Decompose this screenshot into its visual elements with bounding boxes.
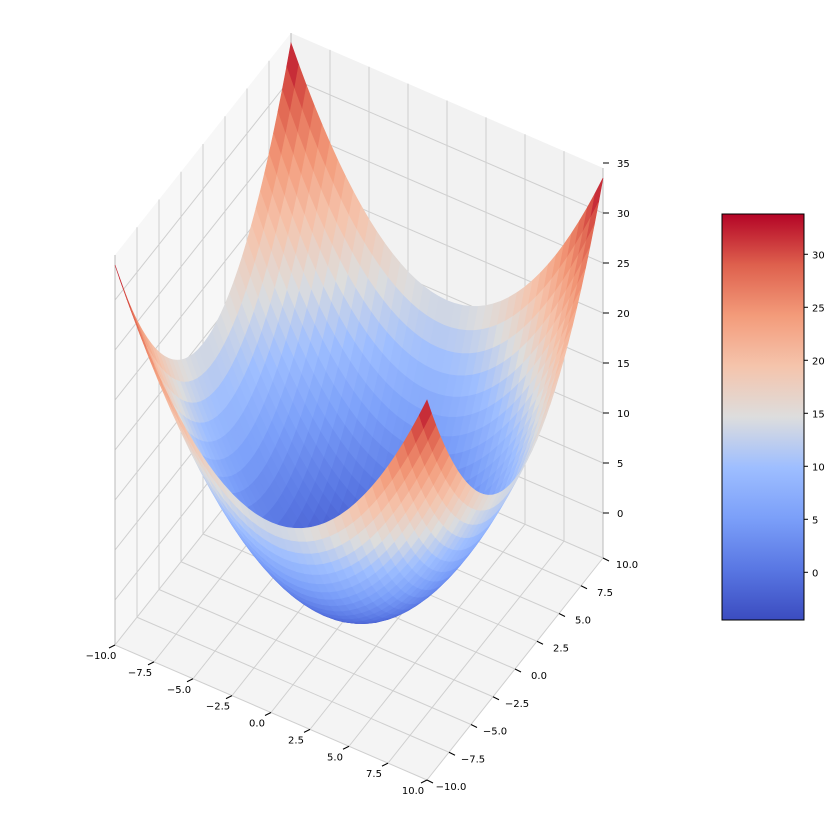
y-tick-label: 7.5 [597,588,613,599]
y-tick-mark [426,779,434,784]
x-tick-label: 7.5 [366,769,382,780]
y-tick-mark [448,751,456,756]
y-tick-label: −5.0 [483,727,507,738]
x-tick-label: −10.0 [86,651,117,662]
y-tick-mark [492,696,500,701]
colorbar: 0 5 10 15 20 25 30 [721,213,825,621]
x-tick-label: 5.0 [327,752,343,763]
x-tick-label: −2.5 [206,702,230,713]
x-tick-label: −7.5 [128,668,152,679]
y-tick-mark [602,557,610,562]
x-tick-mark [225,695,233,700]
y-tick-label: 2.5 [553,643,569,654]
y-tick-mark [514,668,522,673]
colorbar-tick-label: 15 [812,409,825,420]
colorbar-tick-label: 20 [812,356,825,367]
y-tick-label: −2.5 [505,699,529,710]
x-tick-mark [420,779,428,784]
grid-line [290,127,604,264]
y-tick-mark [536,640,544,645]
y-tick-label: 0.0 [531,671,547,682]
y-tick-mark [580,585,588,590]
colorbar-tick-label: 0 [812,568,818,579]
z-tick-label: 25 [617,259,630,270]
grid-line [114,127,292,351]
x-tick-mark [186,678,194,683]
z-tick-label: 0 [617,509,623,520]
x-tick-mark [147,661,155,666]
colorbar-tick-label: 10 [812,462,825,473]
x-tick-mark [342,745,350,750]
y-tick-label: −10.0 [436,782,467,793]
z-tick-label: 20 [617,309,630,320]
x-tick-label: 10.0 [402,786,424,797]
z-tick-label: 35 [617,159,630,170]
x-tick-label: −5.0 [167,685,191,696]
colorbar-tick-label: 25 [812,303,825,314]
grid-line [114,77,292,301]
grid-line [290,77,604,214]
x-tick-mark [264,712,272,716]
z-tick-label: 5 [617,459,623,470]
colorbar-tick-label: 5 [812,515,818,526]
x-tick-label: 0.0 [249,719,265,730]
y-tick-label: −7.5 [461,754,485,765]
surface-mesh [114,41,604,624]
x-tick-mark [108,644,116,649]
x-tick-mark [303,728,311,733]
y-tick-label: 5.0 [575,616,591,627]
y-tick-mark [470,724,478,728]
colorbar-rect [721,213,805,621]
z-tick-label: 30 [617,209,630,220]
z-tick-label: 15 [617,359,630,370]
colorbar-tick-label: 30 [812,250,825,261]
surface-facet [418,399,432,429]
grid-line [136,616,450,753]
x-tick-label: 2.5 [288,735,304,746]
grid-line [180,561,494,698]
grid-line [158,589,472,725]
z-tick-label: 10 [617,409,630,420]
x-tick-mark [381,762,389,767]
y-tick-mark [558,613,566,617]
y-tick-label: 10.0 [616,560,638,571]
axis-ticks: −10.0 −7.5 −5.0 −2.5 0.0 2.5 5.0 7.5 10.0 −10.0 −7… [86,159,638,797]
